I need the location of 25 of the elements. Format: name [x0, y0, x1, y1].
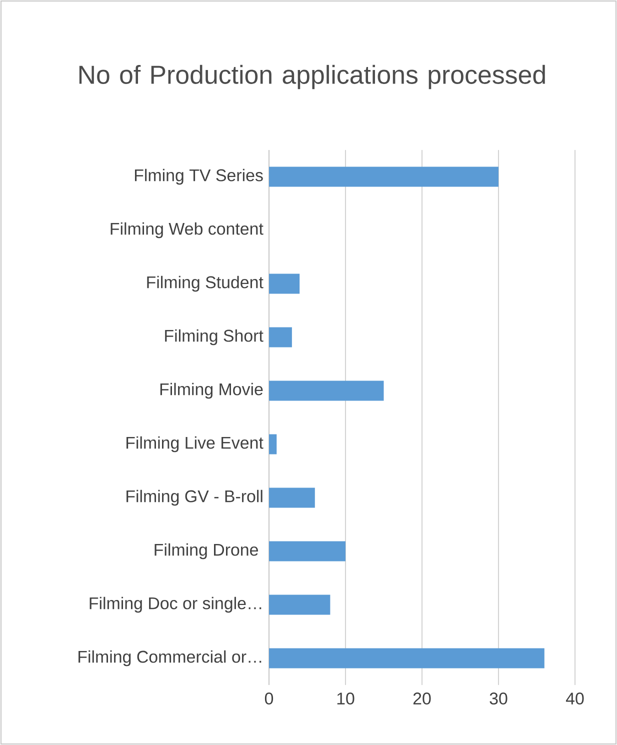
bar — [269, 488, 315, 508]
bar — [269, 274, 300, 294]
y-tick-label: Filming Movie — [160, 382, 263, 399]
bar — [269, 648, 544, 668]
y-tick-label: Filming Commercial or… — [78, 650, 262, 666]
x-tick-label: 0 — [264, 692, 274, 705]
y-tick-label: Filming Web content — [110, 222, 264, 238]
bar — [269, 327, 292, 348]
bar — [269, 594, 330, 615]
chart-title: No of Production applications processed — [79, 64, 545, 90]
x-tick-label: 40 — [566, 692, 584, 705]
x-tick-label: 10 — [337, 692, 354, 705]
y-tick-label: Flming TV Series — [134, 168, 263, 185]
y-tick-label: Filming Short — [165, 329, 264, 346]
x-tick-label: 30 — [490, 692, 508, 705]
bar — [269, 166, 498, 187]
x-tick-label: 20 — [413, 692, 431, 705]
bar — [269, 541, 346, 562]
y-tick-label: Filming Live Event — [126, 436, 264, 452]
y-tick-label: Filming Doc or single… — [90, 596, 262, 613]
y-tick-label: Filming GV - B-roll — [126, 490, 262, 506]
y-tick-label: Filming Drone — [154, 543, 258, 560]
bar — [269, 380, 384, 401]
y-tick-label: Filming Student — [147, 276, 264, 292]
bar — [269, 434, 277, 454]
